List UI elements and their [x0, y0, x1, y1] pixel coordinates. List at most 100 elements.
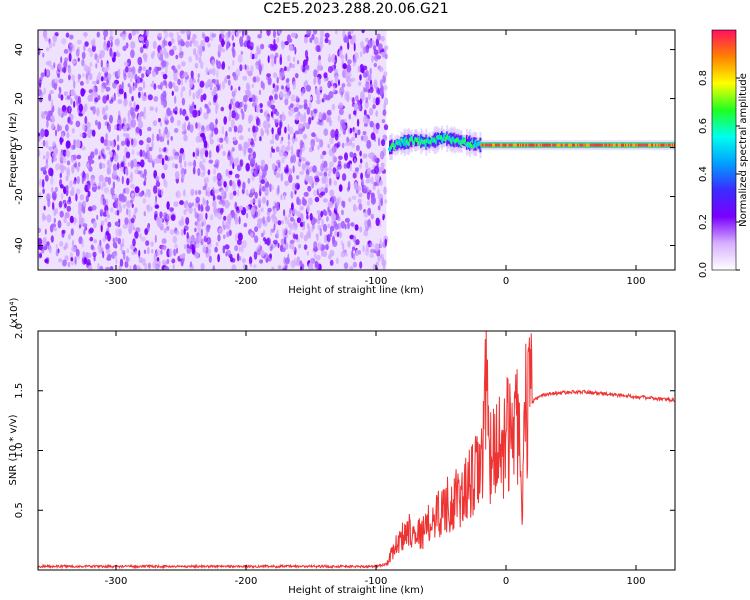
noise-speckle — [380, 85, 385, 94]
noise-speckle — [66, 95, 71, 100]
noise-speckle — [326, 233, 331, 243]
noise-speckle — [149, 106, 154, 112]
noise-speckle — [89, 236, 94, 242]
noise-speckle — [163, 227, 167, 234]
noise-speckle — [66, 160, 71, 166]
noise-speckle — [370, 213, 374, 220]
noise-speckle — [325, 244, 329, 251]
spectrogram-x-label: Height of straight line (km) — [288, 285, 424, 296]
noise-speckle — [68, 52, 72, 62]
noise-speckle — [338, 108, 344, 116]
noise-speckle — [249, 41, 254, 47]
track-core — [488, 143, 491, 147]
noise-speckle — [131, 119, 136, 128]
noise-speckle — [129, 265, 132, 270]
noise-speckle — [172, 235, 178, 244]
noise-speckle — [145, 39, 149, 47]
track-core — [592, 143, 595, 147]
noise-speckle — [242, 30, 244, 38]
noise-speckle — [250, 65, 254, 73]
noise-speckle — [362, 46, 367, 55]
noise-speckle — [248, 114, 254, 122]
noise-speckle — [127, 72, 131, 79]
noise-speckle — [69, 215, 74, 224]
noise-speckle — [384, 97, 389, 106]
noise-speckle — [351, 249, 354, 259]
noise-speckle — [143, 30, 146, 35]
noise-speckle — [302, 220, 306, 228]
track-core — [615, 143, 618, 147]
noise-speckle — [201, 125, 205, 131]
noise-speckle — [115, 228, 120, 237]
noise-speckle — [192, 109, 198, 118]
noise-speckle — [151, 249, 154, 254]
noise-speckle — [173, 201, 179, 207]
noise-speckle — [39, 253, 42, 258]
noise-speckle — [100, 185, 104, 191]
noise-speckle — [233, 158, 239, 167]
noise-speckle — [247, 138, 252, 143]
noise-speckle — [186, 243, 190, 249]
track-core — [564, 143, 567, 147]
noise-speckle — [371, 55, 374, 63]
noise-speckle — [340, 240, 344, 246]
noise-speckle — [306, 30, 312, 37]
noise-speckle — [259, 249, 265, 257]
noise-speckle — [121, 175, 124, 185]
noise-speckle — [70, 257, 74, 262]
noise-speckle — [262, 196, 267, 204]
track-core — [506, 143, 509, 147]
noise-speckle — [327, 80, 332, 89]
noise-speckle — [46, 241, 50, 246]
noise-speckle — [159, 49, 163, 55]
noise-speckle — [209, 122, 215, 131]
noise-speckle — [302, 133, 308, 140]
track-core — [527, 143, 529, 147]
noise-speckle — [152, 120, 158, 127]
noise-speckle — [127, 162, 130, 167]
noise-speckle — [243, 64, 246, 70]
noise-speckle — [216, 69, 219, 79]
track-core — [561, 143, 564, 147]
noise-speckle — [118, 110, 121, 117]
noise-speckle — [283, 243, 288, 249]
noise-speckle — [381, 139, 386, 147]
noise-speckle — [64, 202, 67, 208]
noise-speckle — [223, 215, 227, 221]
noise-speckle — [215, 145, 220, 153]
noise-speckle — [141, 91, 144, 99]
noise-speckle — [45, 162, 49, 169]
noise-speckle — [45, 114, 51, 121]
noise-speckle — [106, 256, 112, 261]
noise-speckle — [333, 180, 338, 186]
noise-speckle — [228, 115, 232, 122]
noise-speckle — [118, 228, 122, 237]
noise-speckle — [154, 204, 160, 209]
noise-speckle — [69, 180, 73, 188]
noise-speckle — [329, 120, 332, 127]
noise-speckle — [258, 59, 261, 68]
noise-speckle — [345, 53, 348, 62]
noise-speckle — [194, 62, 199, 69]
track-core — [481, 143, 484, 147]
noise-speckle — [120, 140, 126, 146]
noise-speckle — [340, 251, 346, 258]
track-core — [543, 143, 546, 147]
noise-speckle — [174, 230, 180, 236]
noise-speckle — [58, 78, 64, 84]
noise-speckle — [337, 115, 341, 122]
noise-speckle — [126, 248, 130, 254]
noise-speckle — [339, 231, 342, 239]
noise-speckle — [226, 215, 229, 223]
noise-speckle — [316, 210, 321, 215]
noise-speckle — [302, 196, 305, 206]
track-core — [532, 143, 535, 147]
noise-speckle — [231, 46, 235, 53]
noise-speckle — [83, 257, 88, 264]
noise-speckle — [130, 41, 136, 50]
noise-speckle — [142, 173, 145, 179]
noise-speckle — [239, 135, 244, 141]
noise-speckle — [58, 93, 61, 99]
noise-speckle — [112, 241, 117, 248]
noise-speckle — [183, 228, 186, 236]
